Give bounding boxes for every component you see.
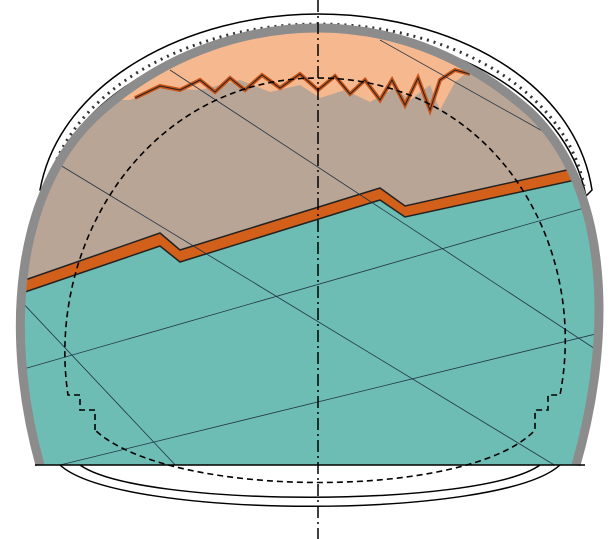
joints xyxy=(20,39,599,465)
lower-layer xyxy=(20,172,599,465)
crack-outline xyxy=(134,69,471,112)
cap-layer xyxy=(20,28,599,110)
seam xyxy=(20,159,599,302)
invert-inner xyxy=(79,464,541,498)
invert-outer xyxy=(59,464,561,507)
excavation-profile xyxy=(64,77,567,484)
